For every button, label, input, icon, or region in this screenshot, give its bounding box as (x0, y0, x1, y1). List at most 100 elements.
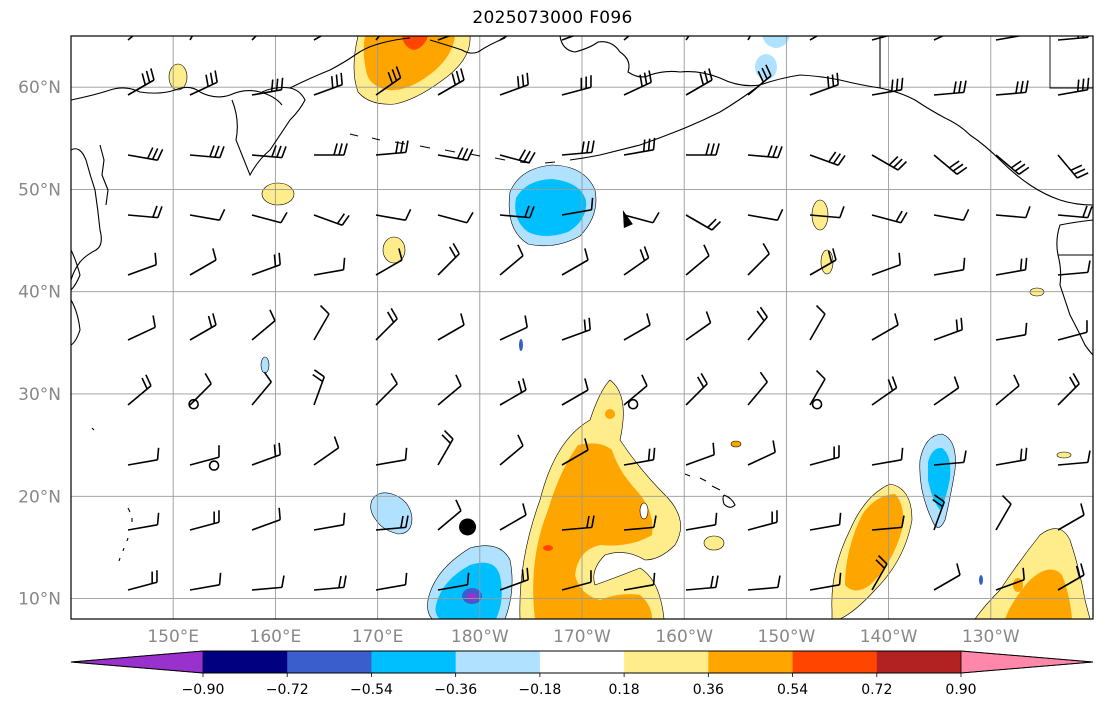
wind-barb (499, 205, 535, 219)
wind-barb (437, 499, 462, 531)
lon-label: 140°W (860, 627, 918, 647)
shaded-region (543, 545, 553, 551)
wind-barb (499, 315, 528, 341)
lat-label: 40°N (18, 283, 61, 303)
wind-barb (1057, 260, 1091, 276)
wind-barb (127, 36, 135, 41)
wind-barb (685, 36, 690, 41)
wind-barb (871, 36, 891, 41)
wind-barb (995, 257, 1028, 276)
wind-barb (251, 371, 272, 406)
shaded-region (979, 575, 983, 585)
wind-barb (313, 575, 347, 591)
wind-barb (437, 313, 465, 341)
wind-barb (995, 567, 1025, 591)
lon-label: 160°W (655, 627, 713, 647)
wind-barb (499, 378, 527, 406)
filled-circle-marker (459, 518, 477, 536)
colorbar-tick-label: −0.36 (434, 682, 477, 698)
lon-label: 160°E (250, 627, 302, 647)
wind-barb (127, 68, 155, 96)
wind-barb (747, 440, 776, 466)
lat-label: 10°N (18, 590, 61, 610)
colorbar-segment (624, 651, 709, 673)
shaded-region (1005, 569, 1072, 619)
wind-barb (251, 77, 284, 96)
colorbar (70, 650, 1094, 674)
wind-barb (561, 248, 589, 276)
wind-barb (313, 512, 346, 531)
wind-barb (809, 512, 842, 531)
lon-label: 130°W (962, 627, 1020, 647)
wind-barb (1057, 36, 1089, 41)
wind-barb (747, 575, 781, 591)
wind-barb (127, 252, 157, 276)
wind-barb (871, 154, 908, 171)
wind-barb (1057, 205, 1093, 219)
shaded-region (533, 443, 653, 619)
wind-barb (251, 36, 258, 41)
wind-barb (685, 442, 715, 466)
shaded-region (467, 593, 477, 601)
wind-barb (189, 70, 218, 96)
shaded-region (382, 236, 406, 264)
wind-barb (251, 442, 281, 466)
wind-barb (437, 374, 462, 406)
wind-barb (313, 304, 330, 341)
wind-barb (561, 515, 595, 531)
colorbar-segment (539, 651, 625, 673)
wind-barb (314, 143, 348, 156)
shaded-region (755, 54, 777, 80)
wind-barb (623, 36, 631, 41)
wind-barb (127, 447, 160, 466)
lon-label: 170°W (553, 627, 611, 647)
wind-barb (313, 257, 346, 276)
wind-barb (933, 376, 960, 406)
wind-barb (375, 515, 409, 531)
wind-barb (623, 70, 652, 96)
wind-barb (313, 36, 323, 41)
wind-barb (437, 147, 474, 161)
wind-barb (499, 434, 524, 466)
wind-barb (499, 244, 524, 276)
wind-barb (871, 210, 908, 224)
wind-barb (809, 445, 840, 466)
wind-barb (437, 211, 474, 224)
wind-barb (933, 208, 970, 221)
wind-barb (623, 137, 656, 156)
wind-barb (871, 554, 888, 591)
shaded-region (168, 63, 188, 91)
map-title: 2025073000 F096 (472, 8, 633, 28)
wind-barb (1057, 320, 1088, 341)
wind-barb (995, 80, 1029, 96)
wind-barb (685, 214, 722, 231)
wind-barb (747, 306, 768, 341)
wind-barb (747, 371, 768, 406)
wind-barb (561, 140, 595, 156)
wind-barb (499, 36, 509, 41)
wind-barb (623, 211, 660, 224)
wind-barb (685, 512, 718, 531)
wind-barb (871, 376, 898, 406)
colorbar-segment (287, 651, 372, 673)
wind-barb (932, 494, 946, 531)
wind-barb (623, 572, 656, 591)
wind-barb (685, 244, 710, 276)
wind-barb (375, 372, 398, 406)
wind-barb (1057, 503, 1085, 531)
wind-barb (375, 248, 403, 276)
wind-barb (561, 75, 592, 96)
lat-label: 30°N (18, 385, 61, 405)
wind-barb (623, 447, 656, 466)
wind-barb (747, 145, 783, 159)
wind-barb (933, 257, 966, 276)
wind-barb (189, 208, 226, 221)
wind-barb (251, 507, 281, 531)
colorbar-tick-label: 0.54 (777, 682, 808, 698)
wind-barb (375, 447, 408, 466)
wind-barb (685, 311, 712, 341)
wind-barb (499, 72, 529, 96)
coastlines (71, 36, 1093, 562)
wind-barb (127, 147, 164, 161)
wind-barb (995, 206, 1031, 219)
